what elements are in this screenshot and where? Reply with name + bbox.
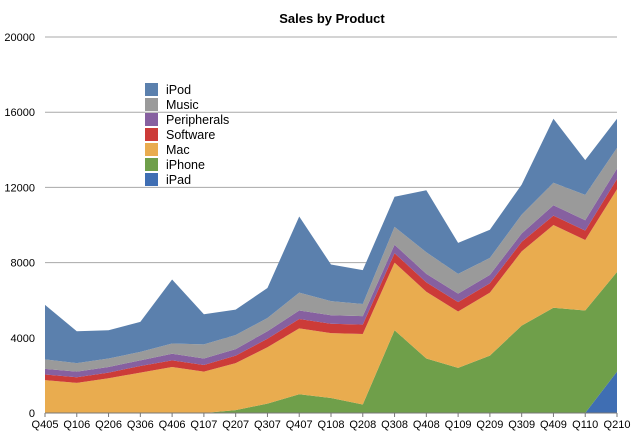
x-tick-label: Q109 <box>445 419 472 431</box>
area-mac <box>45 189 617 413</box>
x-tick-label: Q307 <box>254 419 281 431</box>
y-tick-label: 12000 <box>4 182 35 194</box>
x-tick-label: Q108 <box>318 419 345 431</box>
x-tick-label: Q208 <box>349 419 376 431</box>
x-tick-label: Q207 <box>222 419 249 431</box>
stacked-areas <box>45 118 617 413</box>
x-tick-label: Q206 <box>95 419 122 431</box>
legend-label-iphone: iPhone <box>166 158 205 172</box>
x-tick-label: Q308 <box>381 419 408 431</box>
legend-label-ipad: iPad <box>166 173 191 187</box>
legend-label-ipod: iPod <box>166 83 191 97</box>
legend-label-software: Software <box>166 128 215 142</box>
x-tick-label: Q309 <box>508 419 535 431</box>
legend-swatch-ipad <box>145 173 158 186</box>
axes: 0 4000 8000 12000 16000 20000 Q405 Q106 Q206 Q306… <box>4 32 630 431</box>
area-ipod <box>45 118 617 364</box>
x-tick-label: Q210 <box>604 419 631 431</box>
x-tick-label: Q406 <box>159 419 186 431</box>
area-iphone <box>45 272 617 413</box>
legend-swatch-music <box>145 98 158 111</box>
legend-swatch-software <box>145 128 158 141</box>
y-tick-label: 16000 <box>4 107 35 119</box>
legend-label-music: Music <box>166 98 199 112</box>
legend-swatch-ipod <box>145 83 158 96</box>
legend-swatch-iphone <box>145 158 158 171</box>
x-tick-label: Q407 <box>286 419 313 431</box>
legend-swatch-peripherals <box>145 113 158 126</box>
x-tick-label: Q107 <box>190 419 217 431</box>
chart-title: Sales by Product <box>279 11 385 26</box>
legend: iPodMusicPeripheralsSoftwareMaciPhoneiPa… <box>145 83 229 187</box>
y-tick-label: 8000 <box>11 258 35 270</box>
y-tick-label: 4000 <box>11 333 35 345</box>
x-tick-label: Q408 <box>413 419 440 431</box>
x-tick-label: Q106 <box>63 419 90 431</box>
x-tick-label: Q110 <box>572 419 598 431</box>
legend-label-peripherals: Peripherals <box>166 113 229 127</box>
x-tick-label: Q209 <box>476 419 503 431</box>
x-tick-label: Q405 <box>32 419 59 431</box>
x-tick-label: Q409 <box>540 419 567 431</box>
y-tick-label: 0 <box>29 408 35 420</box>
legend-swatch-mac <box>145 143 158 156</box>
y-tick-label: 20000 <box>4 32 35 44</box>
legend-label-mac: Mac <box>166 143 190 157</box>
x-tick-label: Q306 <box>127 419 154 431</box>
